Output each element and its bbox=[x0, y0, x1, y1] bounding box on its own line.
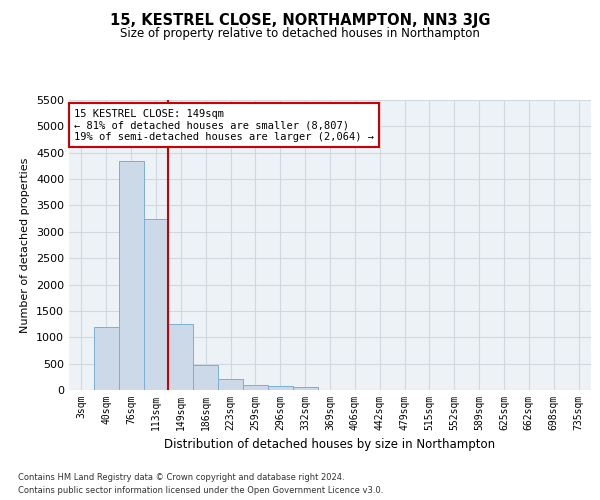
Y-axis label: Number of detached properties: Number of detached properties bbox=[20, 158, 31, 332]
Bar bbox=[293, 388, 317, 390]
Bar bbox=[143, 218, 169, 390]
Text: 15 KESTREL CLOSE: 149sqm
← 81% of detached houses are smaller (8,807)
19% of sem: 15 KESTREL CLOSE: 149sqm ← 81% of detach… bbox=[74, 108, 374, 142]
Bar bbox=[94, 326, 119, 390]
Text: Contains public sector information licensed under the Open Government Licence v3: Contains public sector information licen… bbox=[18, 486, 383, 495]
Bar bbox=[119, 160, 143, 390]
Bar bbox=[169, 324, 193, 390]
Bar bbox=[218, 380, 243, 390]
Text: Size of property relative to detached houses in Northampton: Size of property relative to detached ho… bbox=[120, 28, 480, 40]
Bar bbox=[268, 386, 293, 390]
Text: Contains HM Land Registry data © Crown copyright and database right 2024.: Contains HM Land Registry data © Crown c… bbox=[18, 472, 344, 482]
Text: 15, KESTREL CLOSE, NORTHAMPTON, NN3 3JG: 15, KESTREL CLOSE, NORTHAMPTON, NN3 3JG bbox=[110, 12, 490, 28]
Bar bbox=[243, 384, 268, 390]
X-axis label: Distribution of detached houses by size in Northampton: Distribution of detached houses by size … bbox=[164, 438, 496, 452]
Bar bbox=[193, 365, 218, 390]
